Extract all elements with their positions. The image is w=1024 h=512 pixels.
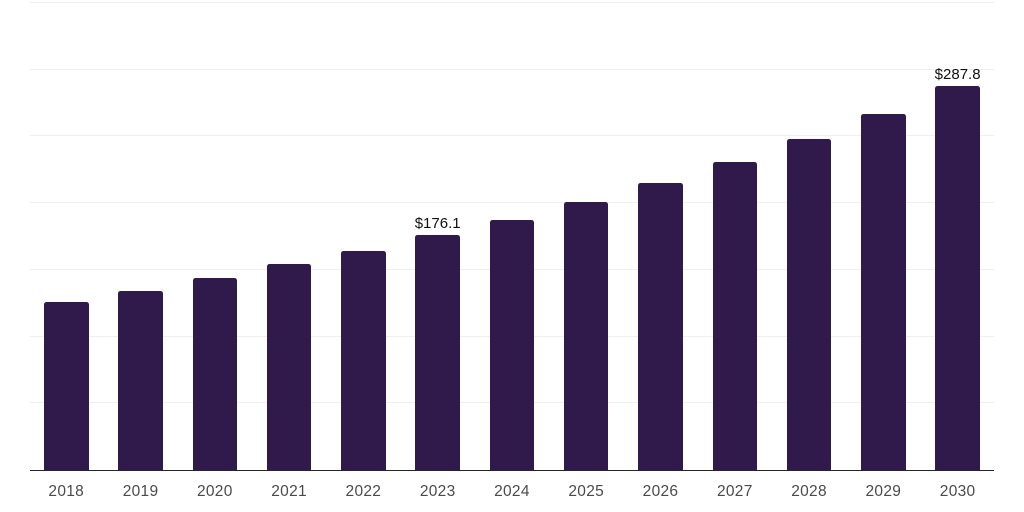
bar-2029 — [861, 113, 906, 470]
bar-2022 — [341, 250, 386, 470]
gridline-200 — [30, 202, 994, 204]
x-tick-2029: 2029 — [865, 483, 902, 500]
bars-container: $176.1 $287.8 — [44, 3, 981, 470]
data-label-2030: $287.8 — [934, 66, 981, 83]
x-axis-labels: 2018 2019 2020 2021 2022 2023 2024 2025 2026 2027… — [44, 484, 980, 500]
x-tick-2018: 2018 — [48, 483, 85, 500]
bar-2027 — [712, 161, 758, 470]
x-tick-2022: 2022 — [345, 483, 382, 500]
x-tick-2028: 2028 — [791, 483, 827, 500]
x-tick-2021: 2021 — [271, 483, 307, 500]
bar-2026 — [638, 182, 683, 470]
x-tick-2026: 2026 — [642, 483, 679, 500]
gridline-300 — [30, 68, 994, 70]
x-tick-2024: 2024 — [494, 483, 530, 500]
x-tick-2023: 2023 — [419, 483, 456, 500]
bar-2024 — [489, 219, 535, 470]
bar-2021 — [266, 263, 312, 470]
gridline-250 — [30, 135, 994, 137]
x-tick-2025: 2025 — [568, 483, 605, 500]
x-tick-2030: 2030 — [939, 483, 976, 500]
bar-2019 — [118, 290, 163, 470]
x-tick-2027: 2027 — [716, 483, 753, 500]
bar-2025 — [563, 201, 609, 470]
gridline-350 — [30, 2, 994, 3]
bar-2030: $287.8 — [935, 67, 981, 470]
bar-2028 — [786, 138, 832, 470]
bar-2023: $176.1 — [415, 216, 461, 470]
x-tick-2020: 2020 — [196, 483, 233, 500]
bar-2018 — [44, 302, 89, 470]
x-tick-2019: 2019 — [122, 483, 159, 500]
data-label-2023: $176.1 — [414, 215, 461, 233]
plot-area: $176.1 $287.8 — [30, 2, 994, 471]
bar-2020 — [192, 278, 238, 470]
